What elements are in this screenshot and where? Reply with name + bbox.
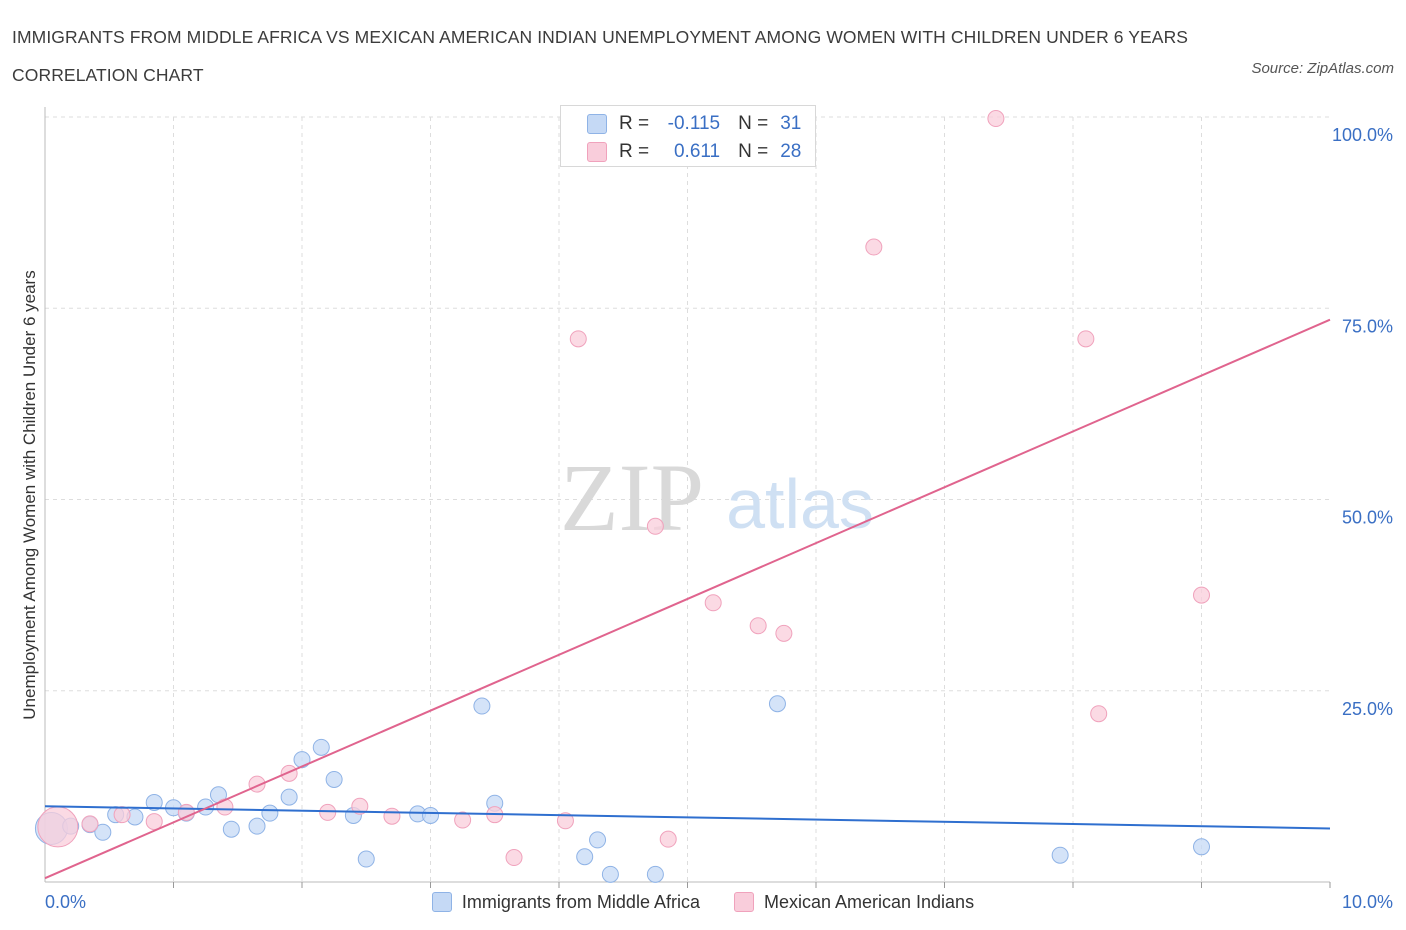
data-point-mexican-american-indian <box>646 517 664 535</box>
legend-item-blue[interactable]: Immigrants from Middle Africa <box>431 891 700 913</box>
data-point-middle-africa <box>589 831 607 849</box>
trendline-middle-africa <box>44 805 1331 830</box>
data-point-middle-africa <box>601 865 619 883</box>
data-point-mexican-american-indian <box>319 803 337 821</box>
legend-item-pink[interactable]: Mexican American Indians <box>733 891 975 913</box>
data-point-middle-africa <box>473 697 491 715</box>
data-point-mexican-american-indian <box>775 624 793 642</box>
r-label-blue: R = <box>619 113 650 134</box>
trendline-mexican-american-indian <box>44 318 1331 880</box>
x-tick-label-left: 0.0% <box>45 892 86 912</box>
r-value-blue: -0.115 <box>667 113 721 134</box>
pink-swatch <box>587 142 607 162</box>
r-label-pink: R = <box>619 141 650 162</box>
data-point-middle-africa <box>222 820 240 838</box>
watermark-atlas: atlas <box>726 465 874 543</box>
stats-legend-box: R = -0.115 N = 31 R = 0.611 N = 28 <box>560 105 816 167</box>
data-point-mexican-american-indian <box>1077 330 1095 348</box>
data-point-mexican-american-indian <box>1090 705 1108 723</box>
data-point-mexican-american-indian <box>865 238 883 256</box>
n-value-pink: 28 <box>780 141 802 162</box>
y-tick-label: 50.0% <box>1342 508 1393 528</box>
data-point-mexican-american-indian <box>749 617 767 635</box>
data-point-middle-africa <box>325 770 343 788</box>
data-point-mexican-american-indian <box>145 813 163 831</box>
data-point-middle-africa <box>357 850 375 868</box>
chart-title: IMMIGRANTS FROM MIDDLE AFRICA VS MEXICAN… <box>12 27 1189 85</box>
legend-swatch-blue <box>431 892 452 912</box>
stats-row-pink: R = 0.611 N = 28 <box>587 138 801 166</box>
data-point-mexican-american-indian <box>177 803 195 821</box>
legend-label-pink: Mexican American Indians <box>763 891 975 912</box>
axis-layer <box>44 107 1331 888</box>
stats-row-blue: R = -0.115 N = 31 <box>587 110 801 138</box>
data-point-mexican-american-indian <box>81 815 99 833</box>
data-point-mexican-american-indian <box>280 764 298 782</box>
y-tick-label: 25.0% <box>1342 699 1393 719</box>
data-point-middle-africa <box>576 848 594 866</box>
n-label-pink: N = <box>738 141 769 162</box>
data-point-mexican-american-indian <box>505 849 523 867</box>
data-point-middle-africa <box>422 806 439 824</box>
trend-layer <box>44 318 1331 880</box>
data-point-mexican-american-indian <box>351 797 369 815</box>
y-axis-label: Unemployment Among Women with Children U… <box>20 270 39 720</box>
data-point-middle-africa <box>261 804 279 822</box>
r-value-pink: 0.611 <box>673 141 721 162</box>
legend-label-blue: Immigrants from Middle Africa <box>461 891 700 912</box>
data-point-mexican-american-indian <box>454 811 472 829</box>
legend-swatch-pink <box>733 892 754 912</box>
data-point-middle-africa <box>248 817 266 835</box>
bottom-legend: Immigrants from Middle Africa Mexican Am… <box>0 888 1406 916</box>
data-point-mexican-american-indian <box>556 812 574 830</box>
watermark-zip: ZIP <box>560 444 704 551</box>
data-point-mexican-american-indian <box>113 806 131 824</box>
data-point-mexican-american-indian <box>659 830 677 848</box>
data-point-middle-africa <box>1051 846 1069 864</box>
n-value-blue: 31 <box>780 113 802 134</box>
data-point-middle-africa <box>646 865 664 883</box>
data-point-middle-africa <box>94 823 112 841</box>
data-point-middle-africa <box>280 788 298 806</box>
y-tick-label: 100.0% <box>1332 125 1393 145</box>
data-point-middle-africa <box>1193 838 1210 856</box>
y-tick-label: 75.0% <box>1342 316 1393 336</box>
data-point-middle-africa <box>312 738 330 756</box>
data-point-middle-africa <box>197 798 215 816</box>
tick-label-layer: 25.0% 50.0% 75.0% 100.0% 0.0% 10.0% <box>45 125 1393 912</box>
data-point-mexican-american-indian <box>1193 586 1210 604</box>
n-label-blue: N = <box>738 113 769 134</box>
data-point-mexican-american-indian <box>383 807 401 825</box>
points-layer <box>34 108 1210 883</box>
data-point-middle-africa <box>768 695 786 713</box>
data-point-middle-africa <box>293 751 311 769</box>
blue-swatch <box>587 114 607 134</box>
data-point-mexican-american-indian <box>704 594 722 612</box>
data-point-mexican-american-indian <box>569 330 587 348</box>
source-label: Source: ZipAtlas.com <box>1251 60 1394 77</box>
data-point-mexican-american-indian <box>987 110 1005 128</box>
data-point-mexican-american-indian <box>37 806 79 848</box>
data-point-middle-africa <box>145 793 163 811</box>
x-tick-label-right: 10.0% <box>1342 892 1393 912</box>
